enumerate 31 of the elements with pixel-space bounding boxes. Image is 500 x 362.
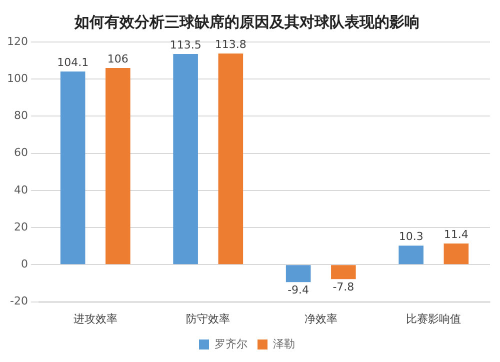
- data-label: 10.3: [398, 230, 424, 243]
- legend-label: 泽勒: [273, 337, 295, 350]
- x-tick-label: 比赛影响值: [406, 312, 462, 326]
- x-tick-label: 防守效率: [186, 312, 230, 326]
- y-tick-label: 40: [14, 183, 28, 196]
- bar: [60, 72, 86, 264]
- data-label: 106: [107, 52, 128, 66]
- bar: [286, 265, 311, 282]
- bar: [444, 244, 469, 264]
- data-label: 113.5: [170, 38, 202, 52]
- bar: [106, 68, 130, 264]
- chart-title: 如何有效分析三球缺席的原因及其对球队表现的影响: [74, 12, 420, 31]
- y-tick-label: 20: [14, 220, 28, 234]
- data-label: 113.8: [214, 38, 246, 51]
- bar: [173, 54, 198, 264]
- data-label: -9.4: [288, 283, 310, 296]
- bar: [398, 246, 424, 264]
- legend-label: 罗齐尔: [214, 337, 248, 350]
- y-tick-label: 100: [6, 72, 28, 85]
- bar: [218, 54, 244, 264]
- x-tick-label: 净效率: [304, 312, 338, 326]
- data-label: 11.4: [444, 228, 468, 241]
- y-tick-label: 0: [20, 258, 28, 271]
- x-tick-label: 进攻效率: [73, 312, 118, 326]
- bar: [331, 265, 356, 280]
- y-tick-label: 120: [6, 34, 28, 48]
- data-label: -7.8: [332, 280, 354, 294]
- y-tick-label: 80: [14, 109, 28, 122]
- y-tick-label: -20: [10, 294, 28, 308]
- data-label: 104.1: [57, 56, 89, 69]
- y-tick-label: 60: [14, 146, 28, 160]
